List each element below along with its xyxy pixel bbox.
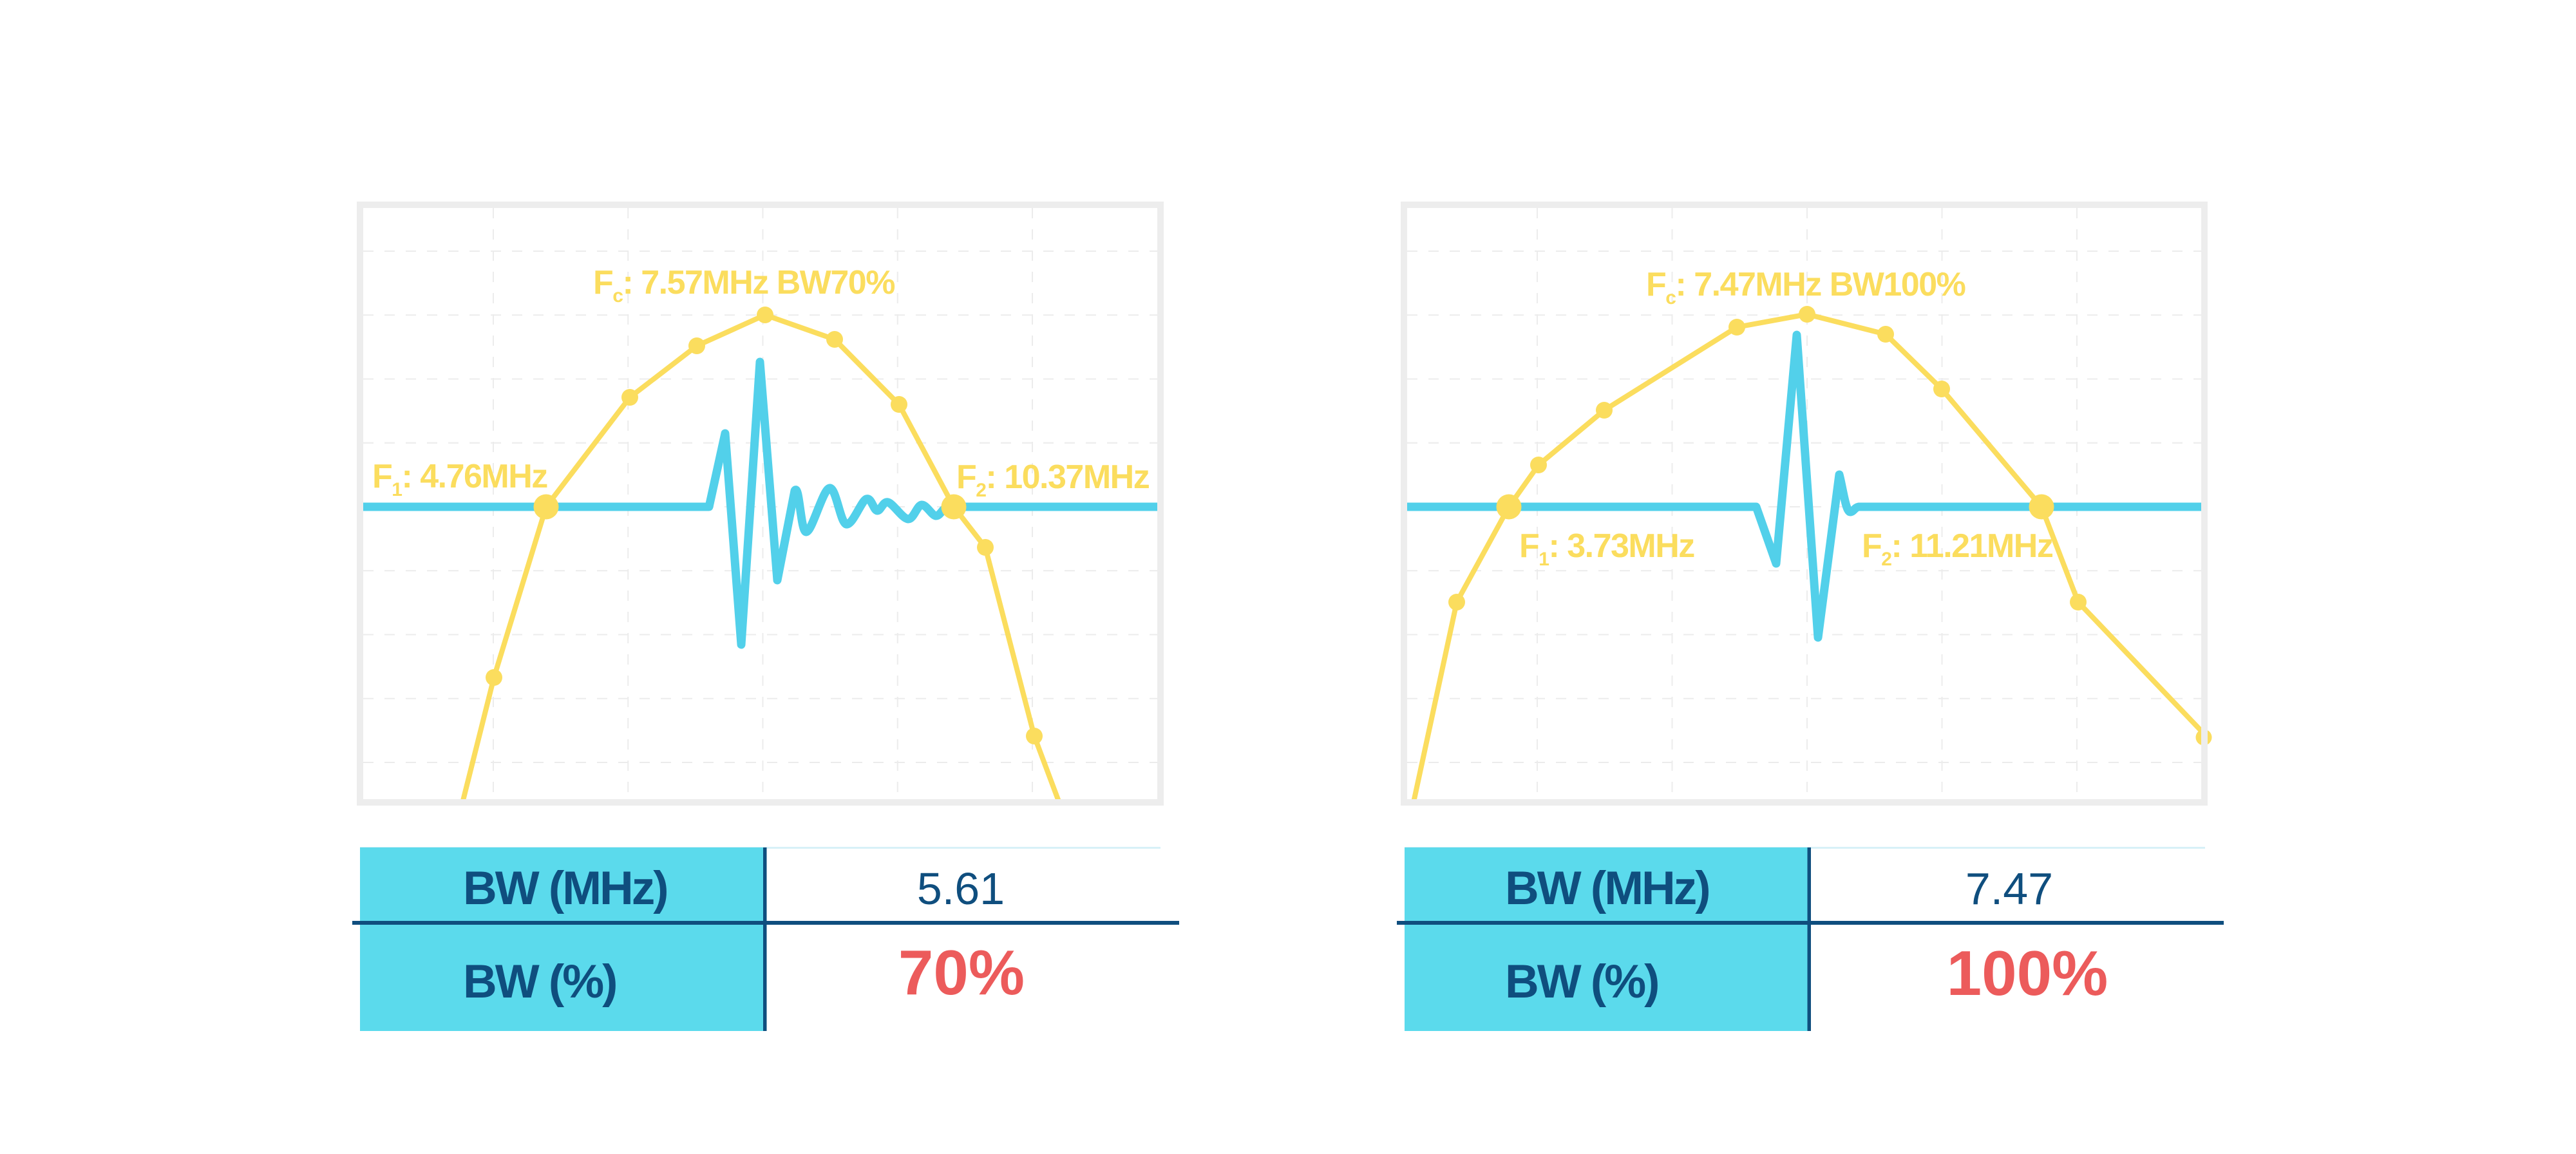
svg-text:5.61: 5.61 (917, 864, 1005, 914)
svg-text:F2: 10.37MHz: F2: 10.37MHz (956, 459, 1150, 501)
svg-text:BW (MHz): BW (MHz) (463, 862, 667, 914)
svg-text:F2: 11.21MHz: F2: 11.21MHz (1862, 527, 2053, 570)
svg-text:BW (%): BW (%) (1505, 956, 1658, 1008)
svg-text:F1: 3.73MHz: F1: 3.73MHz (1519, 527, 1694, 570)
svg-text:BW (MHz): BW (MHz) (1505, 862, 1709, 914)
svg-text:7.47: 7.47 (1965, 864, 2053, 914)
svg-text:Fc: 7.47MHz BW100%: Fc: 7.47MHz BW100% (1646, 266, 1965, 308)
svg-text:Fc: 7.57MHz BW70%: Fc: 7.57MHz BW70% (593, 264, 895, 307)
svg-text:100%: 100% (1947, 938, 2108, 1008)
svg-text:70%: 70% (898, 937, 1025, 1008)
svg-text:F1: 4.76MHz: F1: 4.76MHz (372, 458, 547, 500)
svg-text:BW (%): BW (%) (463, 956, 616, 1008)
